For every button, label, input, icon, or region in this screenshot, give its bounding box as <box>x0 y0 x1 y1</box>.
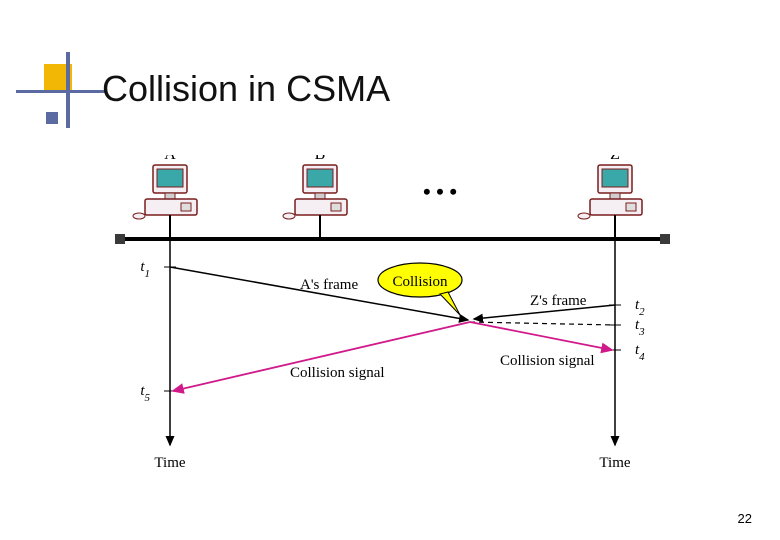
dash-right-line <box>470 322 615 325</box>
bus-terminator-left <box>115 234 125 244</box>
csma-diagram: A B • • • <box>90 155 690 485</box>
a-frame-label: A's frame <box>300 277 358 293</box>
page-title: Collision in CSMA <box>102 68 390 110</box>
collision-signal-right-label: Collision signal <box>500 353 595 369</box>
svg-text:Collision: Collision <box>392 274 448 290</box>
time-label-right: Time <box>599 455 630 471</box>
tick-t1: t1 <box>140 259 150 280</box>
ellipsis: • • • <box>423 179 457 204</box>
bus-terminator-right <box>660 234 670 244</box>
svg-text:B: B <box>315 155 326 163</box>
z-frame-label: Z's frame <box>530 293 587 309</box>
tick-t3: t3 <box>635 317 645 338</box>
page-number: 22 <box>738 511 752 526</box>
collision-bubble: Collision <box>378 263 462 315</box>
collision-signal-right <box>470 322 612 350</box>
time-label-left: Time <box>154 455 185 471</box>
station-b: B <box>283 155 347 219</box>
tick-t2: t2 <box>635 297 645 318</box>
svg-text:A: A <box>164 155 176 163</box>
svg-text:Z: Z <box>610 155 620 163</box>
station-a: A <box>133 155 197 219</box>
tick-t5: t5 <box>140 383 150 404</box>
tick-t4: t4 <box>635 342 645 363</box>
collision-signal-left-label: Collision signal <box>290 365 385 381</box>
station-z: Z <box>578 155 642 219</box>
